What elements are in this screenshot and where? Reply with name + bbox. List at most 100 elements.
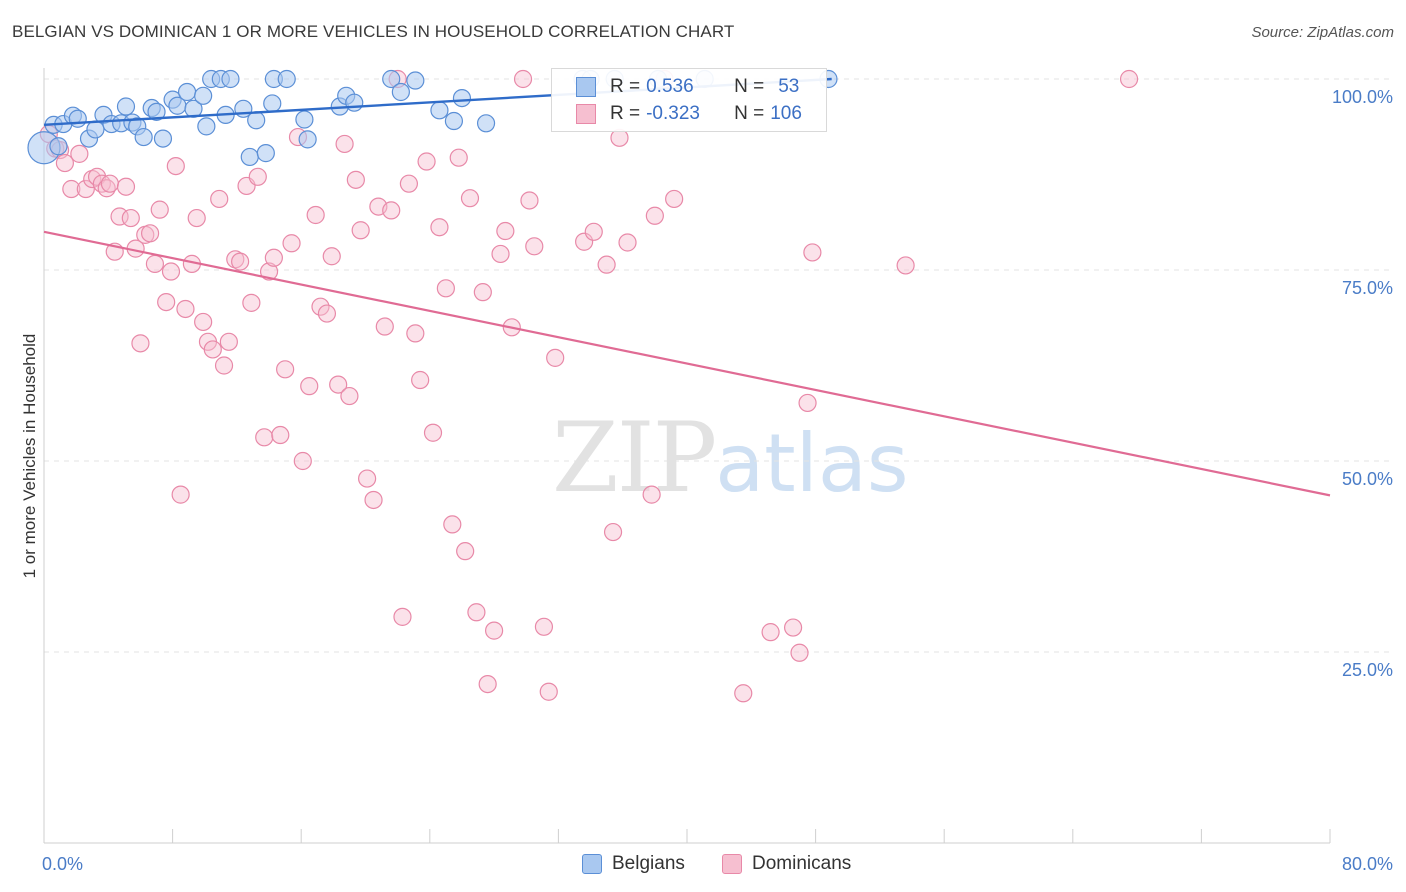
dominican-point: [248, 167, 267, 186]
dominican-point: [423, 423, 443, 442]
legend-row-dominicans: R = -0.323 N = 106: [576, 102, 802, 126]
dominican-point: [161, 262, 181, 281]
dominican-point: [496, 221, 515, 241]
bottom-dominican-label: Dominicans: [752, 853, 852, 874]
dominican-point: [803, 243, 822, 262]
belgian-point: [177, 82, 197, 102]
dominican-point: [210, 189, 229, 209]
dominican-point: [382, 201, 401, 220]
dominican-point: [121, 208, 140, 228]
dominican-point: [150, 200, 169, 219]
dominican-point: [335, 134, 354, 154]
dominican-n-label: N =: [734, 103, 765, 124]
dominican-point: [375, 317, 394, 336]
dominican-point: [406, 324, 425, 343]
belgian-point: [391, 82, 410, 102]
source-label: Source: ZipAtlas.com: [1251, 24, 1394, 41]
dominican-point: [140, 224, 160, 243]
belgian-point: [194, 86, 213, 105]
dominican-point: [436, 279, 455, 298]
dominican-point: [491, 244, 510, 264]
dominican-point: [300, 377, 319, 396]
dominican-point: [203, 340, 222, 359]
y-tick-label: 25.0%: [1342, 660, 1393, 680]
dominican-point: [176, 299, 195, 319]
dominican-point: [460, 189, 480, 208]
dominican-point: [145, 254, 165, 273]
bottom-legend-belgians: Belgians: [582, 852, 685, 876]
dominican-point: [603, 522, 623, 542]
belgian-swatch: [576, 77, 596, 97]
dominican-point: [55, 153, 74, 173]
dominican-point: [575, 232, 594, 251]
dominican-point: [665, 189, 684, 209]
dominican-point: [351, 221, 370, 240]
dominican-swatch: [576, 104, 596, 124]
belgian-point: [444, 111, 464, 131]
dominican-point: [642, 485, 661, 504]
dominican-n-value: 106: [770, 103, 802, 124]
dominican-points: [39, 69, 1139, 703]
legend-row-belgians: R = 0.536 N = 53: [576, 75, 799, 99]
belgian-point: [382, 69, 401, 89]
dominican-point: [539, 682, 558, 701]
dominican-point: [116, 177, 136, 196]
belgian-point: [277, 69, 296, 89]
belgian-point: [197, 117, 216, 136]
dominican-point: [100, 174, 120, 193]
dominican-point: [255, 428, 274, 447]
dominican-point: [790, 643, 809, 662]
dominican-point: [1119, 69, 1139, 89]
dominican-point: [467, 603, 486, 622]
dominican-point: [346, 170, 365, 189]
dominican-point: [131, 334, 150, 353]
dominican-point: [226, 250, 245, 269]
dominican-point: [520, 191, 539, 210]
correlation-legend: R = 0.536 N = 53 R = -0.323 N = 106: [551, 68, 827, 132]
dominican-point: [194, 312, 213, 332]
dominican-point: [449, 148, 468, 167]
belgian-point: [49, 137, 68, 156]
dominican-point: [187, 208, 206, 228]
dominican-point: [761, 623, 780, 642]
dominican-point: [473, 283, 492, 302]
dominican-point: [242, 293, 261, 312]
dominican-point: [411, 370, 430, 390]
dominican-point: [399, 174, 419, 193]
dominican-point: [364, 490, 383, 510]
dominican-r-value: -0.323: [646, 103, 700, 124]
dominican-point: [76, 179, 95, 199]
dominican-point: [358, 469, 377, 488]
dominican-point: [597, 255, 616, 274]
belgian-point: [452, 88, 472, 108]
dominican-point: [798, 393, 817, 413]
y-tick-label: 75.0%: [1342, 278, 1393, 298]
dominican-point: [584, 222, 603, 241]
belgian-n-label: N =: [734, 76, 765, 97]
belgian-point: [430, 101, 449, 120]
chart-title: BELGIAN VS DOMINICAN 1 OR MORE VEHICLES …: [12, 22, 735, 41]
belgian-point: [406, 71, 425, 90]
bottom-belgian-swatch: [582, 854, 602, 874]
axes: [43, 68, 1331, 844]
belgian-point: [116, 97, 136, 116]
dominican-point: [478, 674, 497, 694]
belgian-point: [240, 147, 259, 167]
belgian-point: [476, 114, 496, 133]
y-tick-label: 50.0%: [1342, 469, 1393, 489]
watermark: ZIPatlas: [552, 402, 909, 514]
belgian-point: [345, 93, 364, 112]
dominican-point: [456, 542, 475, 561]
dominican-point: [525, 237, 544, 256]
dominican-point: [259, 262, 279, 281]
dominican-point: [317, 304, 337, 323]
dominican-point: [443, 515, 462, 534]
belgian-point: [295, 110, 314, 129]
dominican-point: [271, 425, 290, 445]
dominican-point: [231, 252, 250, 271]
dominican-point: [276, 360, 295, 379]
belgian-point: [68, 109, 87, 128]
bottom-dominican-swatch: [722, 854, 742, 874]
watermark-atlas: atlas: [715, 417, 909, 510]
